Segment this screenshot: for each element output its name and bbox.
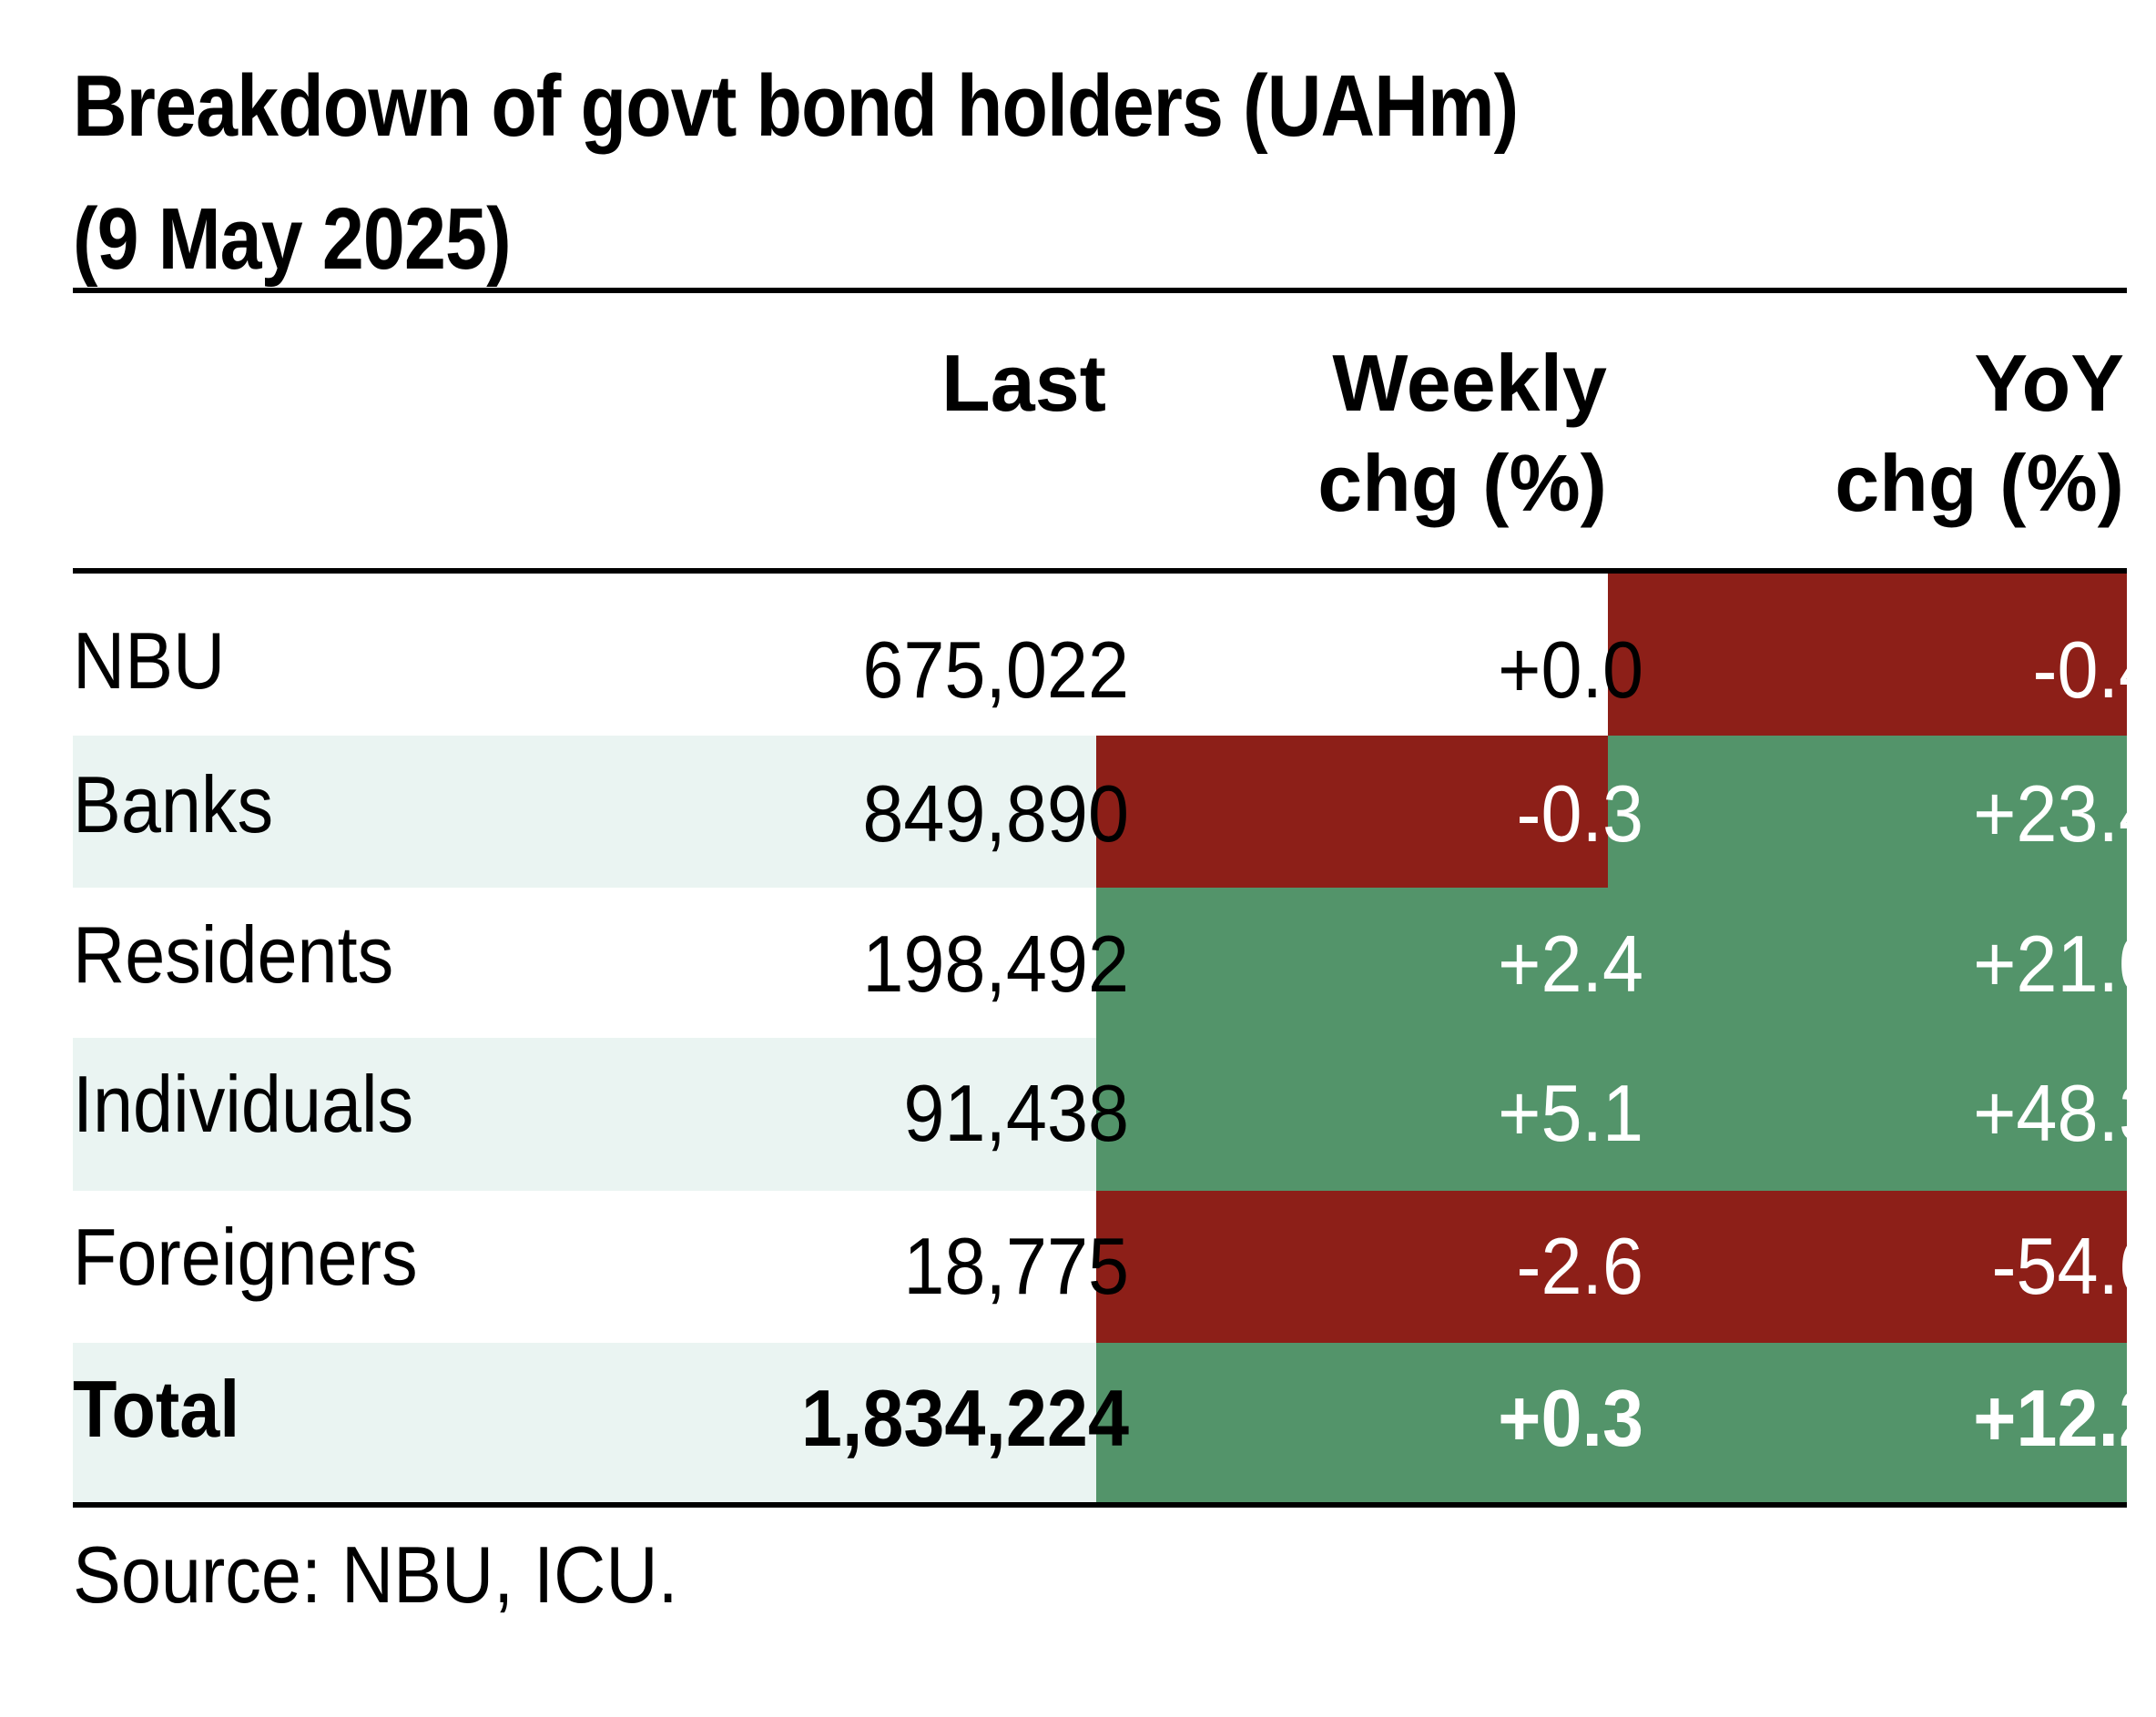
source-note: Source: NBU, ICU.	[73, 1529, 678, 1620]
total-row: Total 1,834,224 +0.3 +12.2	[73, 1343, 2156, 1502]
weekly-change-cell	[1096, 736, 1608, 888]
row-label: NBU	[73, 615, 226, 706]
weekly-change-value: +0.0	[1498, 625, 1643, 715]
header-weekly-line2: chg (%)	[1317, 438, 1607, 528]
yoy-change-cell	[1608, 574, 2127, 736]
header-weekly: Weekly chg (%)	[1184, 333, 1607, 533]
table-row: Foreigners 18,775 -2.6 -54.6	[73, 1191, 2156, 1343]
title-line-1: Breakdown of govt bond holders (UAHm)	[73, 57, 1519, 155]
yoy-change-cell	[1608, 1191, 2127, 1343]
table-row: Individuals 91,438 +5.1 +48.3	[73, 1038, 2156, 1191]
yoy-change-value: -54.6	[1991, 1221, 2156, 1311]
last-value: 849,890	[862, 768, 1129, 858]
title-line-2: (9 May 2025)	[73, 190, 512, 288]
last-value: 18,775	[903, 1221, 1129, 1311]
yoy-change-value: +48.3	[1973, 1068, 2156, 1158]
weekly-change-cell	[1096, 1038, 1608, 1191]
row-label: Banks	[73, 759, 274, 849]
header-weekly-line1: Weekly	[1332, 338, 1607, 428]
row-label: Foreigners	[73, 1212, 418, 1302]
weekly-change-value: +0.3	[1498, 1373, 1643, 1463]
weekly-change-cell	[1096, 888, 1608, 1038]
top-rule	[73, 288, 2127, 293]
weekly-change-value: -2.6	[1516, 1221, 1643, 1311]
bottom-rule	[73, 1502, 2127, 1508]
last-value: 91,438	[903, 1068, 1129, 1158]
yoy-change-cell	[1608, 1038, 2127, 1191]
yoy-change-cell	[1608, 736, 2127, 888]
yoy-change-cell	[1608, 1343, 2127, 1502]
row-label: Total	[73, 1364, 240, 1454]
yoy-change-value: +12.2	[1973, 1373, 2156, 1463]
yoy-change-value: +23.4	[1973, 768, 2156, 858]
header-yoy-line1: YoY	[1974, 338, 2124, 428]
weekly-change-value: -0.3	[1516, 768, 1643, 858]
table-row: Residents 198,492 +2.4 +21.0	[73, 888, 2156, 1038]
weekly-change-cell	[1096, 1343, 1608, 1502]
yoy-change-value: -0.4	[2032, 625, 2156, 715]
last-value: 198,492	[862, 919, 1129, 1009]
table-row: Banks 849,890 -0.3 +23.4	[73, 736, 2156, 888]
header-yoy-line2: chg (%)	[1835, 438, 2124, 528]
weekly-change-value: +5.1	[1498, 1068, 1643, 1158]
table-row: NBU 675,022 +0.0 -0.4	[73, 574, 2156, 736]
yoy-change-value: +21.0	[1973, 919, 2156, 1009]
header-last: Last	[801, 333, 1106, 433]
header-rule	[73, 568, 2127, 574]
last-value: 675,022	[862, 625, 1129, 715]
yoy-change-cell	[1608, 888, 2127, 1038]
header-yoy: YoY chg (%)	[1693, 333, 2124, 533]
row-label: Individuals	[73, 1059, 414, 1149]
row-label: Residents	[73, 909, 394, 1000]
weekly-change-value: +2.4	[1498, 919, 1643, 1009]
chart-title: Breakdown of govt bond holders (UAHm) (9…	[73, 40, 1826, 306]
weekly-change-cell	[1096, 1191, 1608, 1343]
header-last-line1: Last	[941, 338, 1106, 428]
last-value: 1,834,224	[800, 1373, 1129, 1463]
